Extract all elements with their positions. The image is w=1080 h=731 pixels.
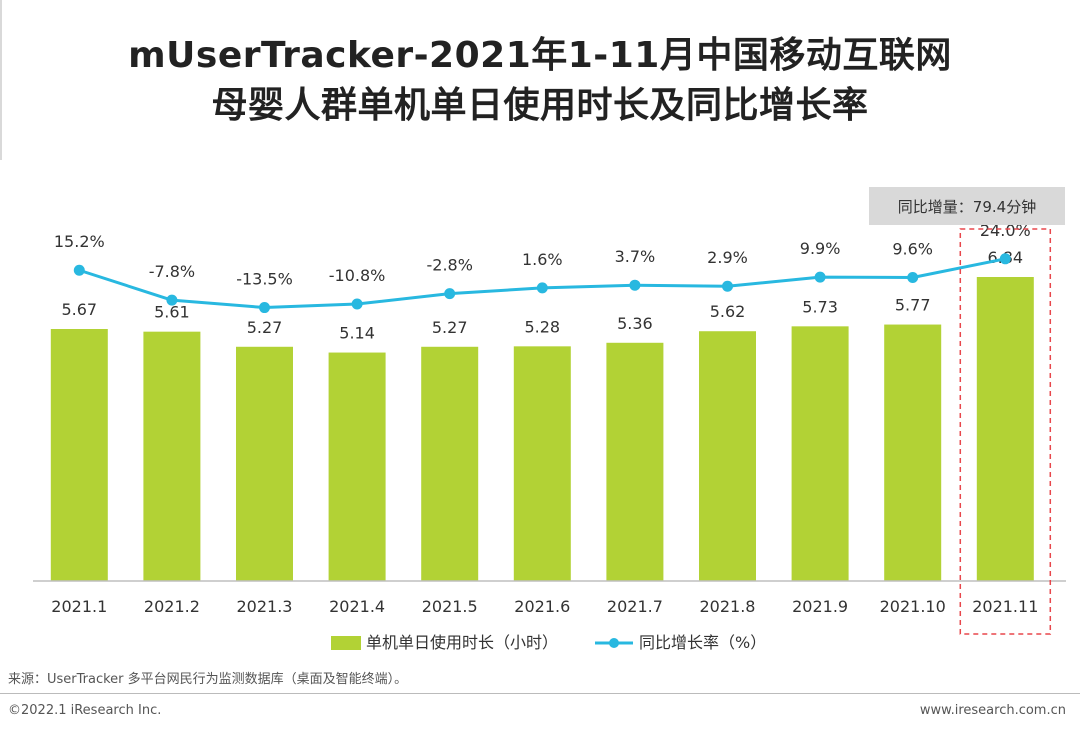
bar-value-label: 5.27: [432, 318, 468, 337]
source-note: 来源：UserTracker 多平台网民行为监测数据库（桌面及智能终端）。: [8, 672, 408, 687]
growth-rate-label: -13.5%: [236, 270, 293, 289]
growth-rate-point: [722, 280, 733, 292]
bar: [513, 346, 571, 581]
growth-rate-label: -2.8%: [426, 256, 472, 275]
chart-title-line-2: 母婴人群单机单日使用时长及同比增长率: [211, 85, 869, 126]
left-edge-rule: [0, 0, 2, 160]
x-tick-label: 2021.6: [514, 597, 570, 616]
bar-value-label: 5.36: [617, 314, 653, 333]
growth-rate-point: [444, 288, 456, 300]
bar-value-label: 5.62: [710, 302, 746, 321]
growth-rate-point: [166, 294, 178, 306]
bar-value-label: 5.77: [895, 296, 931, 315]
growth-rate-label: 1.6%: [522, 250, 563, 269]
highlight-dashed-box: [959, 228, 1052, 635]
growth-rate-label: 24.0%: [980, 221, 1031, 240]
bar: [699, 331, 756, 581]
footer-divider: [0, 693, 1080, 694]
growth-rate-label: 9.6%: [892, 240, 933, 259]
chart-title-line-1: mUserTracker-2021年1-11月中国移动互联网: [128, 35, 952, 76]
growth-rate-point: [629, 279, 641, 291]
growth-rate-label: -10.8%: [329, 266, 386, 285]
bar: [236, 346, 293, 581]
copyright-text: ©2022.1 iResearch Inc.: [8, 703, 162, 718]
x-tick-label: 2021.9: [792, 597, 848, 616]
x-tick-label: 2021.4: [329, 597, 385, 616]
bar: [791, 326, 849, 581]
growth-rate-point: [814, 271, 826, 283]
growth-rate-label: 15.2%: [54, 232, 105, 251]
bar-value-label: 5.28: [524, 317, 560, 336]
callout-box: [869, 187, 1065, 225]
x-tick-label: 2021.7: [607, 597, 663, 616]
bar-value-label: 5.67: [61, 300, 97, 319]
bar: [976, 277, 1034, 581]
growth-rate-point: [351, 298, 363, 310]
legend-line-label: 同比增长率（%）: [639, 633, 766, 652]
callout-text: 同比增量：79.4分钟: [898, 198, 1036, 216]
growth-rate-point: [907, 272, 919, 284]
bar: [606, 342, 664, 581]
growth-rate-label: -7.8%: [149, 262, 195, 281]
x-tick-label: 2021.1: [51, 597, 107, 616]
bar: [421, 346, 479, 581]
growth-rate-label: 2.9%: [707, 248, 748, 267]
legend-line-marker: [609, 638, 619, 648]
growth-rate-point: [259, 302, 270, 314]
combo-chart: 5.67 2021.1 5.61 2021.2 5.27 2021.3 5.14 2021.4…: [33, 187, 1066, 652]
bar-value-label: 5.73: [802, 297, 838, 316]
x-tick-label: 2021.11: [972, 597, 1038, 616]
growth-rate-point: [73, 264, 85, 276]
legend-bar-label: 单机单日使用时长（小时）: [366, 633, 558, 652]
x-tick-label: 2021.8: [700, 597, 756, 616]
growth-rate-label: 9.9%: [800, 239, 841, 258]
bar: [50, 329, 108, 581]
bar-value-label: 5.14: [339, 324, 375, 343]
bar-value-label: 5.27: [247, 318, 283, 337]
bar-value-label: 5.61: [154, 303, 190, 322]
bar: [884, 324, 942, 581]
bar: [143, 331, 201, 581]
x-tick-label: 2021.5: [422, 597, 478, 616]
growth-rate-point: [536, 282, 548, 294]
growth-rate-label: 3.7%: [615, 247, 656, 266]
website-text: www.iresearch.com.cn: [919, 703, 1066, 718]
x-tick-label: 2021.3: [237, 597, 293, 616]
bar: [328, 352, 386, 581]
legend-bar-swatch: [331, 636, 361, 650]
x-tick-label: 2021.10: [880, 597, 946, 616]
x-tick-label: 2021.2: [144, 597, 200, 616]
growth-rate-point: [999, 253, 1011, 265]
